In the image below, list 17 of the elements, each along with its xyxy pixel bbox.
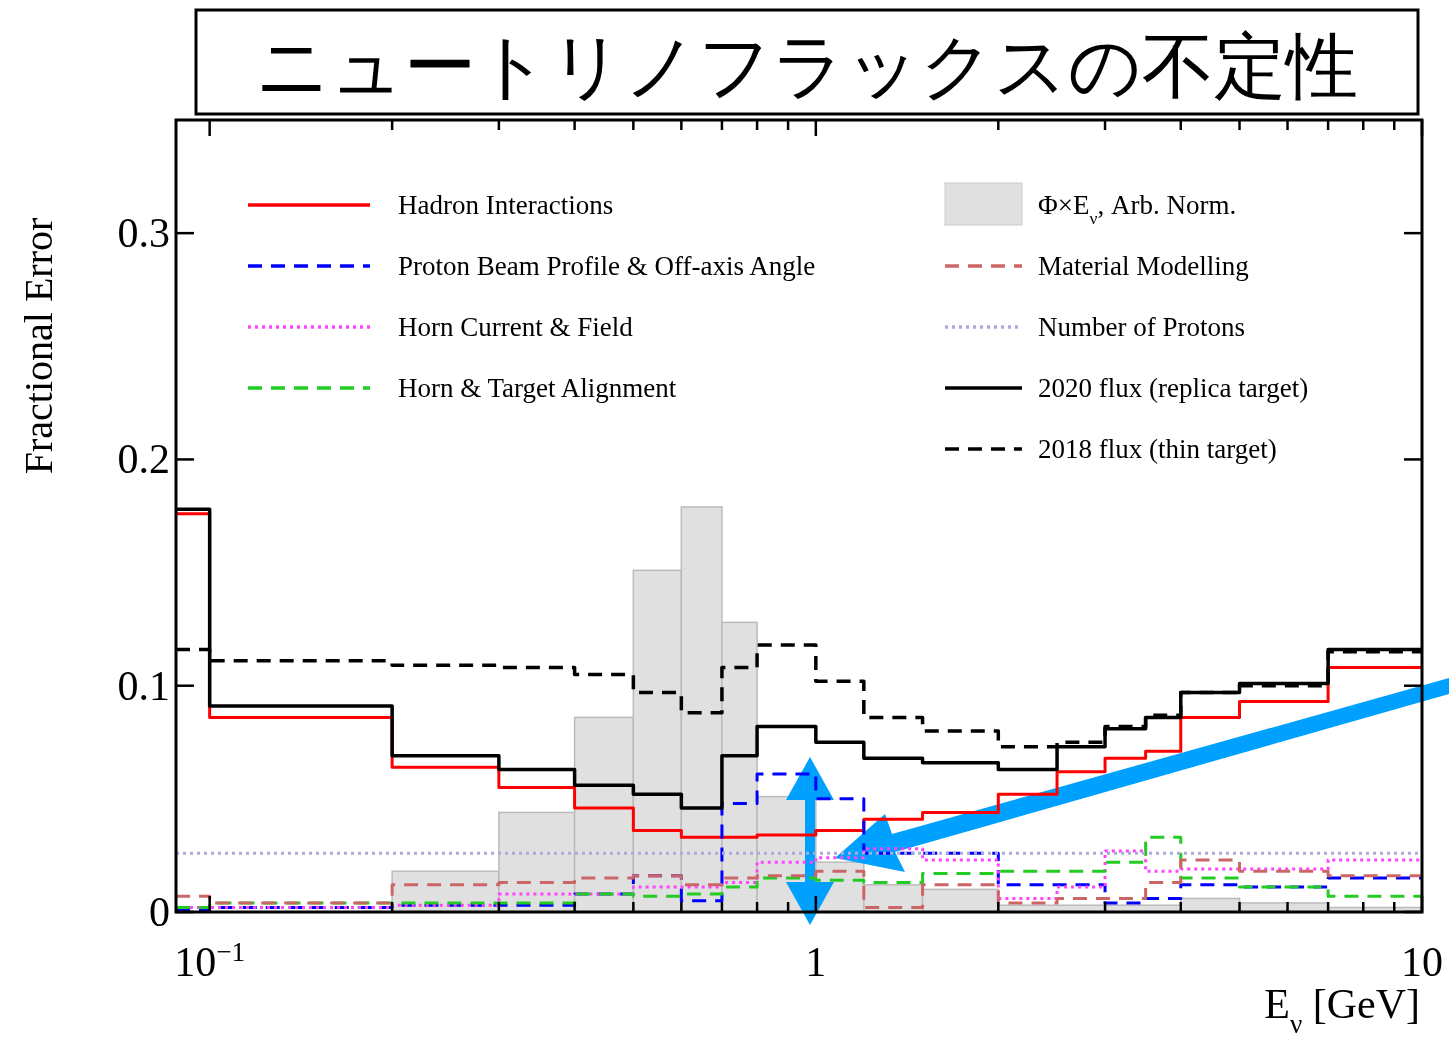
legend-label: Number of Protons <box>1038 312 1245 342</box>
legend-label: Hadron Interactions <box>398 190 614 220</box>
y-tick-label: 0.2 <box>117 436 170 483</box>
legend-label: Φ×E$_{ν}$, Arb. Norm. <box>1038 190 1237 228</box>
legend-label: 2020 flux (replica target) <box>1038 373 1309 403</box>
x-tick-label: 1 <box>805 939 827 985</box>
y-tick-label: 0.3 <box>117 210 170 257</box>
legend-label: 2018 flux (thin target) <box>1038 434 1277 464</box>
chart-title: ニュートリノフラックスの不定性 <box>256 24 1358 108</box>
y-tick-label: 0 <box>149 889 170 935</box>
legend-label: Proton Beam Profile & Off-axis Angle <box>398 251 816 281</box>
legend-label: Horn Current & Field <box>398 312 634 342</box>
legend-label: Material Modelling <box>1038 251 1249 281</box>
legend-label: Horn & Target Alignment <box>398 373 677 403</box>
y-axis-title: Fractional Error <box>16 217 61 475</box>
x-tick-label: 10$^{−1}$ <box>174 937 246 985</box>
y-tick-label: 0.1 <box>117 662 170 709</box>
